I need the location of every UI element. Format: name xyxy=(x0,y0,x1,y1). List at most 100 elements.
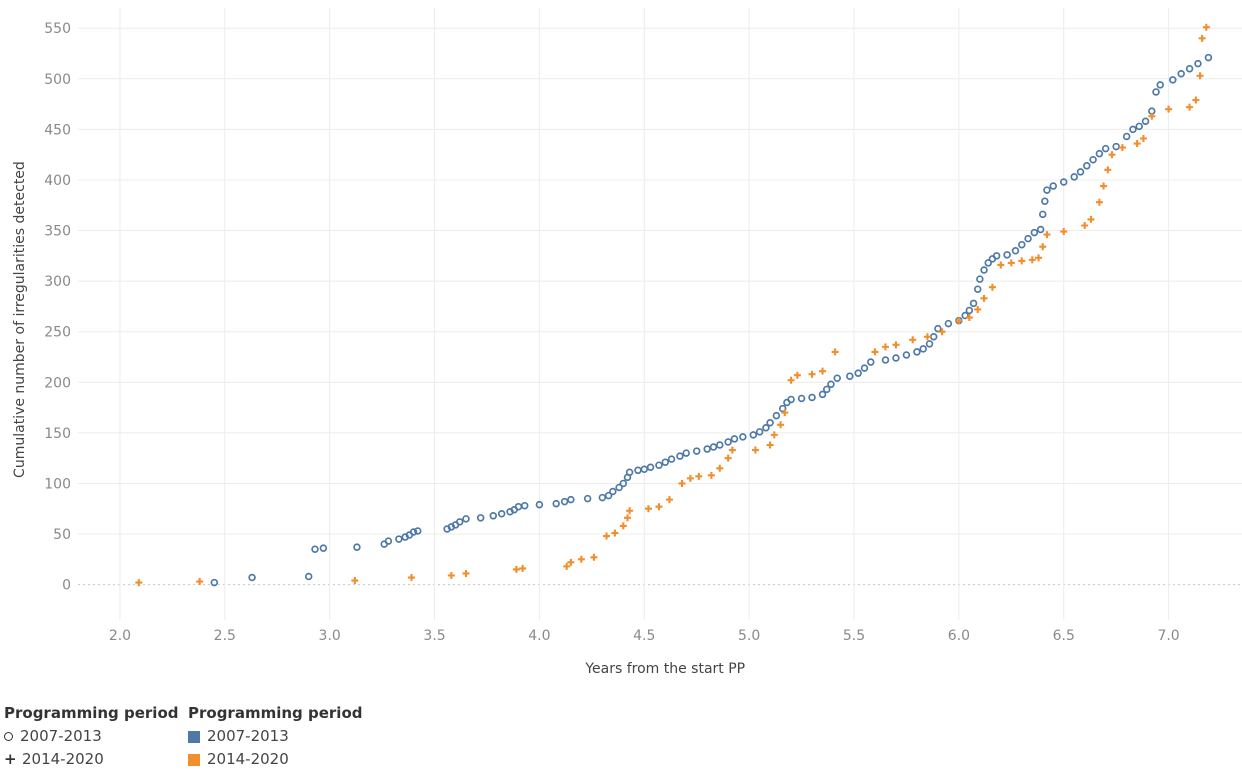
point-2014-2020 xyxy=(988,283,996,291)
y-tick-label: 100 xyxy=(44,476,71,492)
point-2014-2020 xyxy=(1039,243,1047,251)
point-2007-2013 xyxy=(1095,149,1104,158)
color-legend: Programming period 2007-2013 2014-2020 xyxy=(188,702,363,771)
color-swatch-icon xyxy=(188,730,200,743)
point-2007-2013 xyxy=(604,491,613,500)
point-2007-2013 xyxy=(1089,155,1097,164)
point-2014-2020 xyxy=(686,474,694,482)
point-2014-2020 xyxy=(923,333,931,341)
x-tick-label: 7.0 xyxy=(1157,628,1179,644)
x-tick-label: 3.5 xyxy=(423,628,445,644)
circle-marker-icon xyxy=(4,732,13,741)
point-2007-2013 xyxy=(520,501,529,510)
shape-legend-label: 2007-2013 xyxy=(20,727,102,745)
point-2007-2013 xyxy=(319,544,328,552)
point-2007-2013 xyxy=(709,443,718,451)
point-2007-2013 xyxy=(1122,132,1131,141)
point-2007-2013 xyxy=(1036,225,1045,234)
point-2007-2013 xyxy=(762,424,770,432)
point-2007-2013 xyxy=(1141,117,1150,126)
point-2007-2013 xyxy=(395,535,403,543)
point-2007-2013 xyxy=(703,445,711,453)
point-2007-2013 xyxy=(655,461,663,469)
point-2007-2013 xyxy=(1039,210,1047,219)
point-2007-2013 xyxy=(210,578,219,587)
point-2014-2020 xyxy=(1100,182,1108,190)
point-2014-2020 xyxy=(135,579,143,587)
point-2007-2013 xyxy=(797,394,806,403)
point-2007-2013 xyxy=(384,537,393,545)
point-2007-2013 xyxy=(248,573,256,582)
point-2007-2013 xyxy=(961,311,969,320)
shape-legend: Programming period 2007-2013 + 2014-2020 xyxy=(4,702,179,771)
point-2014-2020 xyxy=(787,376,795,384)
point-2007-2013 xyxy=(409,528,418,536)
point-2007-2013 xyxy=(808,393,816,402)
point-2014-2020 xyxy=(793,371,801,379)
point-2007-2013 xyxy=(772,411,781,420)
point-2014-2020 xyxy=(831,348,839,356)
point-2007-2013 xyxy=(818,390,827,399)
point-2007-2013 xyxy=(992,252,1001,260)
point-2014-2020 xyxy=(974,305,982,313)
point-2007-2013 xyxy=(667,455,676,463)
point-2014-2020 xyxy=(619,522,627,530)
point-2007-2013 xyxy=(1070,173,1078,181)
point-2007-2013 xyxy=(567,495,575,504)
point-2007-2013 xyxy=(455,518,464,526)
point-2007-2013 xyxy=(902,351,911,359)
point-2014-2020 xyxy=(707,471,715,479)
y-tick-label: 500 xyxy=(44,72,71,88)
point-2007-2013 xyxy=(965,306,974,315)
y-axis-title: Cumulative number of irregularities dete… xyxy=(12,161,28,478)
point-2007-2013 xyxy=(640,465,649,474)
point-2007-2013 xyxy=(535,500,544,509)
point-2007-2013 xyxy=(1043,186,1051,194)
point-2007-2013 xyxy=(1018,240,1026,249)
point-2007-2013 xyxy=(1024,234,1032,243)
point-2014-2020 xyxy=(781,409,789,417)
point-2014-2020 xyxy=(1081,221,1089,229)
point-2007-2013 xyxy=(716,441,724,449)
point-2014-2020 xyxy=(695,472,703,480)
y-tick-label: 250 xyxy=(44,325,71,341)
point-2014-2020 xyxy=(611,529,619,537)
point-2007-2013 xyxy=(1076,168,1085,176)
point-2014-2020 xyxy=(777,421,785,429)
point-2014-2020 xyxy=(351,577,359,585)
point-2007-2013 xyxy=(646,463,655,472)
point-2014-2020 xyxy=(590,553,598,561)
point-2007-2013 xyxy=(973,285,982,293)
point-2007-2013 xyxy=(1049,182,1057,190)
point-2007-2013 xyxy=(462,515,470,523)
point-2007-2013 xyxy=(1003,251,1011,259)
x-axis-title: Years from the start PP xyxy=(584,661,745,677)
color-legend-title: Programming period xyxy=(188,704,363,722)
point-2007-2013 xyxy=(881,356,890,364)
point-2014-2020 xyxy=(819,367,827,375)
point-2007-2013 xyxy=(1204,53,1213,62)
point-2007-2013 xyxy=(867,358,875,366)
point-2007-2013 xyxy=(749,431,758,439)
point-2014-2020 xyxy=(766,441,774,449)
y-tick-label: 150 xyxy=(44,426,71,442)
point-2014-2020 xyxy=(1043,231,1051,239)
point-2014-2020 xyxy=(955,317,963,325)
point-2014-2020 xyxy=(716,464,724,472)
point-2014-2020 xyxy=(1087,215,1095,223)
color-swatch-icon xyxy=(188,753,200,766)
point-2007-2013 xyxy=(766,418,774,427)
point-2014-2020 xyxy=(1186,103,1194,111)
x-tick-label: 2.5 xyxy=(214,628,236,644)
plus-marker-icon: + xyxy=(4,750,17,768)
point-2014-2020 xyxy=(1104,166,1112,174)
point-2014-2020 xyxy=(1192,96,1200,104)
point-2014-2020 xyxy=(1133,140,1141,148)
x-tick-label: 5.0 xyxy=(738,628,760,644)
point-2007-2013 xyxy=(984,259,992,267)
point-2014-2020 xyxy=(751,446,759,454)
point-2007-2013 xyxy=(827,380,835,389)
point-2007-2013 xyxy=(1156,81,1164,89)
point-2014-2020 xyxy=(881,343,889,351)
point-2007-2013 xyxy=(929,333,938,341)
